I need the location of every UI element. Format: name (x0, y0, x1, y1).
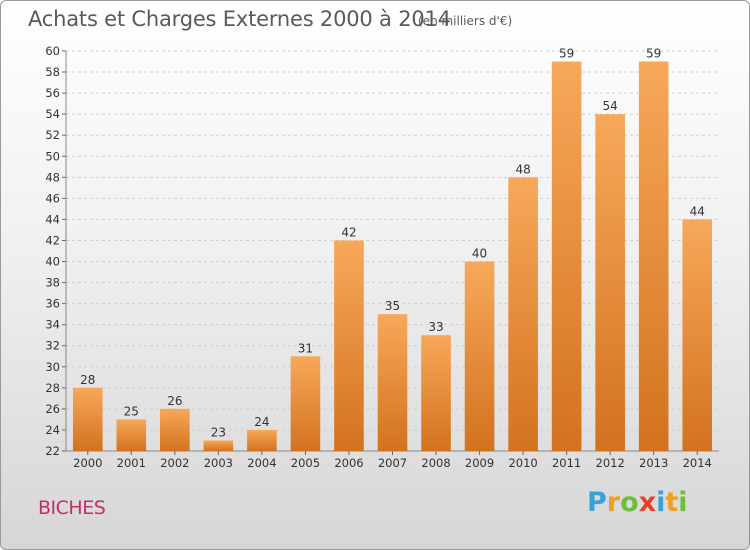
y-tick-label: 42 (45, 233, 60, 247)
labels: 22 24 26 28 30 32 34 36 38 40 42 44 46 48 50 52 54 56 58 60… (45, 44, 712, 470)
bar-value-label: 28 (80, 373, 95, 387)
bar-value-label: 42 (341, 225, 356, 239)
bar-value-label: 25 (124, 404, 139, 418)
bar-value-label: 33 (428, 320, 443, 334)
bars (72, 61, 713, 452)
bar-2002[interactable] (160, 408, 190, 451)
bar-2008[interactable] (421, 335, 451, 451)
y-tick-label: 56 (45, 86, 60, 100)
x-tick-label: 2009 (465, 456, 494, 470)
y-tick-label: 22 (45, 444, 60, 458)
bar-value-label: 23 (211, 425, 226, 439)
bar-value-label: 54 (603, 99, 618, 113)
bar-value-label: 59 (559, 47, 574, 61)
bar-2007[interactable] (377, 314, 408, 451)
bar-2014[interactable] (682, 219, 713, 451)
bar-2013[interactable] (638, 61, 669, 452)
x-tick-label: 2006 (334, 456, 363, 470)
x-tick-label: 2005 (291, 456, 320, 470)
bar-2009[interactable] (464, 261, 495, 451)
logo-letter: i (678, 487, 688, 518)
bar-2012[interactable] (595, 114, 625, 451)
x-tick-label: 2007 (378, 456, 407, 470)
chart-title: Achats et Charges Externes 2000 à 2014 (28, 7, 451, 31)
bar-value-label: 44 (690, 204, 705, 218)
bar-2001[interactable] (116, 419, 147, 451)
y-tick-label: 60 (45, 44, 60, 58)
logo-letter: t (665, 487, 679, 518)
x-tick-label: 2011 (552, 456, 581, 470)
x-tick-label: 2012 (596, 456, 625, 470)
chart-subtitle: (en milliers d'€) (418, 14, 513, 28)
logo-letter: x (638, 487, 657, 518)
x-tick-label: 2010 (508, 456, 537, 470)
logo-letter: i (656, 487, 666, 518)
y-tick-label: 36 (45, 297, 60, 311)
bar-value-label: 24 (254, 415, 269, 429)
y-tick-label: 26 (45, 402, 60, 416)
x-tick-label: 2014 (683, 456, 712, 470)
proxiti-logo[interactable]: Proxiti (587, 487, 688, 518)
bar-2005[interactable] (290, 356, 321, 451)
x-tick-label: 2001 (117, 456, 146, 470)
y-tick-label: 32 (45, 339, 60, 353)
x-tick-label: 2013 (639, 456, 668, 470)
y-tick-label: 28 (45, 381, 60, 395)
x-tick-label: 2008 (421, 456, 450, 470)
bar-2003[interactable] (203, 440, 234, 451)
y-tick-label: 52 (45, 128, 60, 142)
bar-value-label: 31 (298, 341, 313, 355)
y-tick-label: 48 (45, 170, 60, 184)
y-tick-label: 24 (45, 423, 60, 437)
y-tick-label: 58 (45, 65, 60, 79)
bar-2006[interactable] (334, 240, 364, 451)
y-tick-label: 30 (45, 360, 60, 374)
logo-letter: r (606, 487, 621, 518)
y-tick-label: 54 (45, 107, 60, 121)
bar-2010[interactable] (508, 177, 538, 451)
x-tick-label: 2004 (247, 456, 276, 470)
bar-2004[interactable] (247, 429, 277, 451)
y-tick-label: 50 (45, 149, 60, 163)
bar-value-label: 35 (385, 299, 400, 313)
logo-letter: P (587, 487, 607, 518)
bar-value-label: 59 (646, 47, 661, 61)
bar-value-label: 40 (472, 247, 487, 261)
x-tick-label: 2003 (204, 456, 233, 470)
bar-2000[interactable] (72, 387, 103, 451)
y-tick-label: 38 (45, 276, 60, 290)
bar-value-label: 26 (167, 394, 182, 408)
y-tick-label: 44 (45, 212, 60, 226)
logo-letter: o (620, 487, 639, 518)
x-tick-label: 2002 (160, 456, 189, 470)
commune-name: BICHES (38, 497, 106, 519)
y-tick-label: 46 (45, 191, 60, 205)
y-tick-label: 34 (45, 318, 60, 332)
bar-value-label: 48 (515, 162, 530, 176)
bar-2011[interactable] (551, 61, 582, 452)
y-tick-label: 40 (45, 255, 60, 269)
x-tick-label: 2000 (73, 456, 102, 470)
